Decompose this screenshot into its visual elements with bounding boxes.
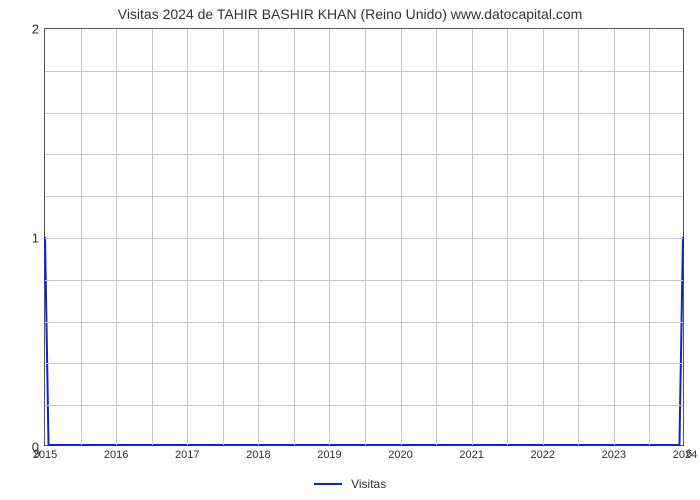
- gridline-vertical: [436, 29, 437, 445]
- gridline-vertical: [649, 29, 650, 445]
- x-tick-label: 2016: [104, 445, 128, 461]
- gridline-vertical: [258, 29, 259, 445]
- x-tick-label: 2023: [602, 445, 626, 461]
- gridline-horizontal: [45, 405, 683, 406]
- gridline-horizontal: [45, 113, 683, 114]
- x-tick-label: 2021: [459, 445, 483, 461]
- gridline-vertical: [81, 29, 82, 445]
- extra-corner-label: 9: [34, 448, 40, 460]
- gridline-horizontal: [45, 196, 683, 197]
- gridline-horizontal: [45, 71, 683, 72]
- x-tick-label: 2022: [531, 445, 555, 461]
- legend-label: Visitas: [351, 477, 386, 491]
- gridline-vertical: [187, 29, 188, 445]
- y-tick-label: 2: [32, 22, 45, 37]
- gridline-horizontal: [45, 363, 683, 364]
- x-tick-label: 2024: [673, 445, 697, 461]
- gridline-vertical: [223, 29, 224, 445]
- gridline-vertical: [329, 29, 330, 445]
- extra-corner-label: 6: [686, 448, 692, 460]
- gridline-vertical: [507, 29, 508, 445]
- gridline-horizontal: [45, 154, 683, 155]
- series-layer: [45, 29, 683, 445]
- gridline-horizontal: [45, 280, 683, 281]
- chart-container: Visitas 2024 de TAHIR BASHIR KHAN (Reino…: [0, 0, 700, 500]
- gridline-vertical: [365, 29, 366, 445]
- x-tick-label: 2018: [246, 445, 270, 461]
- x-tick-label: 2017: [175, 445, 199, 461]
- x-tick-label: 2020: [388, 445, 412, 461]
- chart-title: Visitas 2024 de TAHIR BASHIR KHAN (Reino…: [0, 6, 700, 22]
- legend-line: [314, 483, 342, 485]
- gridline-horizontal: [45, 238, 683, 239]
- gridline-vertical: [472, 29, 473, 445]
- gridline-vertical: [152, 29, 153, 445]
- gridline-vertical: [116, 29, 117, 445]
- gridline-vertical: [614, 29, 615, 445]
- y-tick-label: 1: [32, 231, 45, 246]
- gridline-horizontal: [45, 322, 683, 323]
- gridline-vertical: [401, 29, 402, 445]
- x-tick-label: 2019: [317, 445, 341, 461]
- plot-area: 2015201620172018201920202021202220232024…: [44, 28, 684, 446]
- series-line: [45, 237, 683, 445]
- gridline-vertical: [294, 29, 295, 445]
- legend: Visitas: [0, 476, 700, 491]
- gridline-vertical: [543, 29, 544, 445]
- gridline-vertical: [578, 29, 579, 445]
